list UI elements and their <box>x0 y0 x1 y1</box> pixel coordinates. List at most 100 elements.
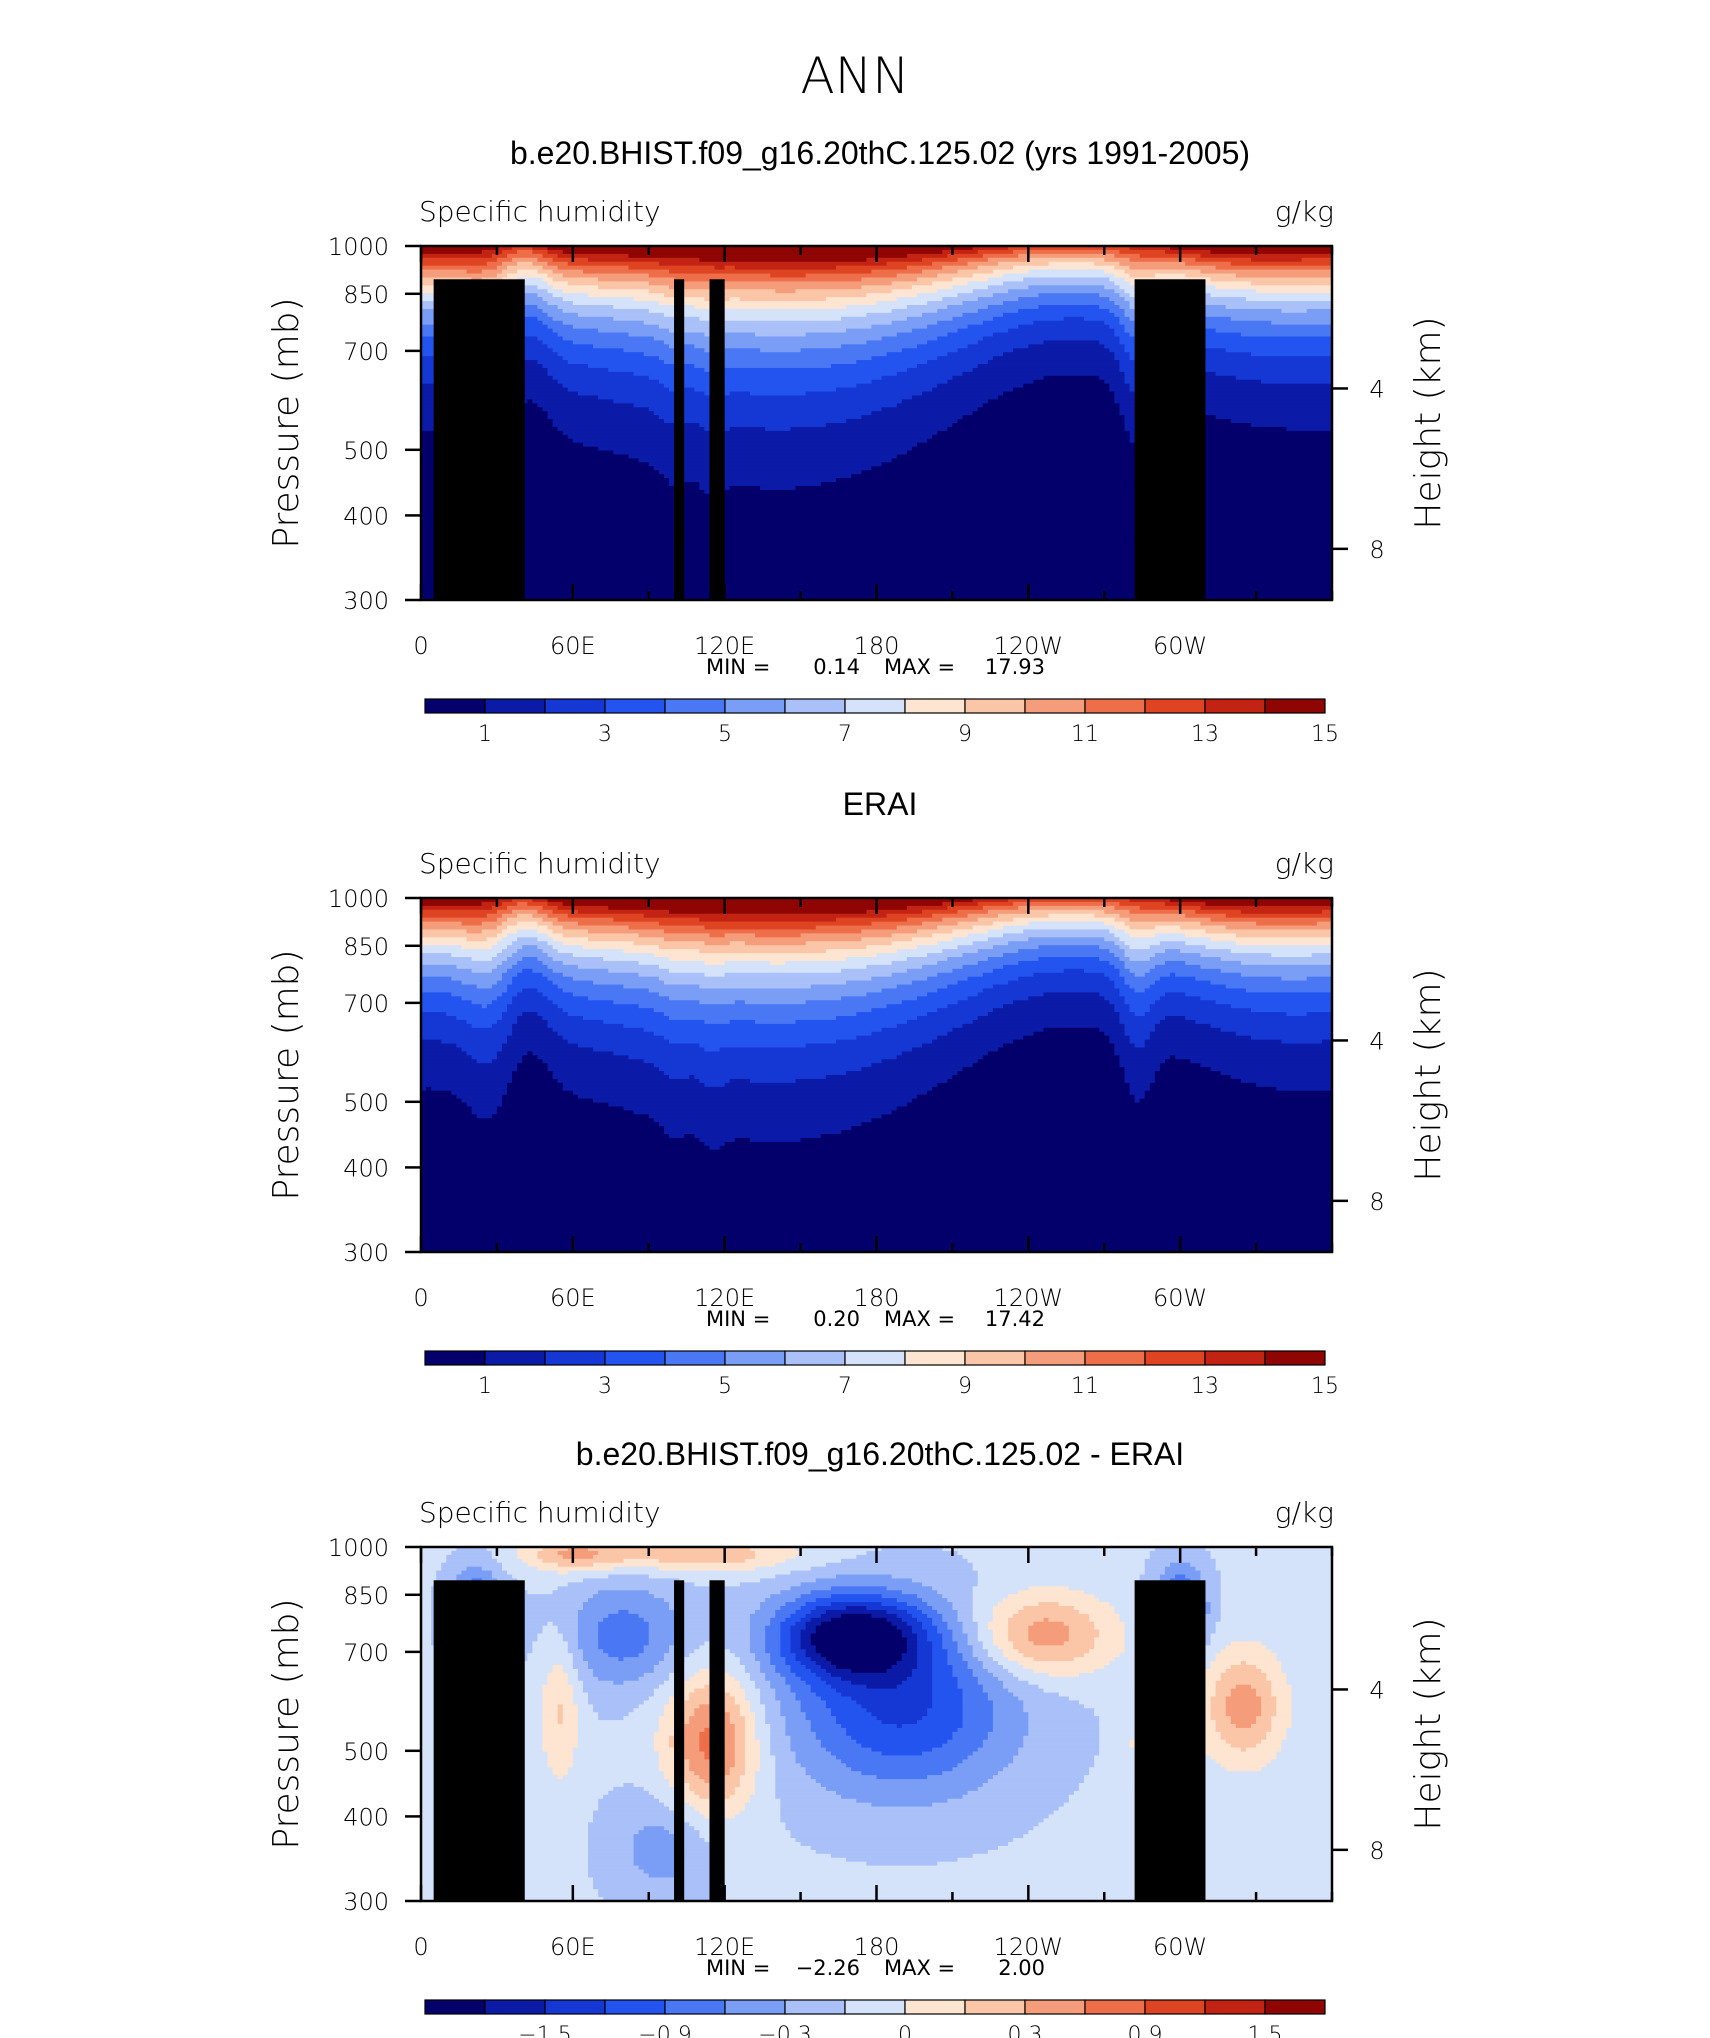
field-cell <box>795 1609 812 1615</box>
field-cell <box>896 925 938 931</box>
field-cell <box>755 1554 797 1560</box>
field-cell <box>1038 305 1100 310</box>
field-cell <box>522 305 538 310</box>
field-cell <box>1129 984 1151 990</box>
field-cell <box>517 1063 549 1068</box>
field-cell <box>760 1688 776 1694</box>
field-cell <box>547 1672 569 1678</box>
field-cell <box>517 261 533 267</box>
field-cell <box>922 1598 948 1603</box>
field-cell <box>982 1665 1004 1670</box>
field-cell <box>749 1649 766 1654</box>
field-cell <box>1008 941 1115 946</box>
field-cell <box>512 1071 554 1076</box>
field-cell <box>1205 344 1333 349</box>
field-cell <box>962 1067 1126 1072</box>
field-cell <box>486 1004 508 1009</box>
field-cell <box>810 1566 974 1572</box>
field-cell <box>689 1075 695 1080</box>
field-cell <box>481 921 503 927</box>
field-cell <box>542 1558 625 1564</box>
field-cell <box>987 277 1024 282</box>
field-cell <box>577 909 670 915</box>
field-cell <box>572 1759 660 1764</box>
field-cell <box>679 1794 700 1800</box>
field-cell <box>1185 1779 1333 1784</box>
field-cell <box>977 1676 999 1682</box>
field-cell <box>588 1692 655 1698</box>
field-cell <box>770 1680 786 1686</box>
field-cell <box>1281 1039 1323 1045</box>
field-cell <box>1028 1633 1070 1639</box>
field-cell <box>896 1106 1333 1111</box>
field-cell <box>638 933 711 938</box>
field-cell <box>547 249 564 255</box>
field-cell <box>1003 391 1115 397</box>
field-cell <box>638 1676 670 1682</box>
field-cell <box>668 1134 685 1139</box>
field-cell <box>922 257 959 263</box>
field-cell <box>491 462 650 467</box>
field-cell <box>836 1720 883 1725</box>
field-cell <box>1271 1649 1333 1654</box>
field-cell <box>734 1000 746 1005</box>
field-cell <box>1256 1743 1282 1749</box>
field-cell <box>593 1708 635 1713</box>
y-tick-label: 1000 <box>328 885 389 913</box>
field-cell <box>1124 1031 1151 1037</box>
field-cell <box>734 265 837 271</box>
field-cell <box>1003 964 1115 970</box>
field-cell <box>724 1708 741 1713</box>
field-cell <box>724 367 908 373</box>
field-cell <box>856 1798 948 1804</box>
field-cell <box>1119 1055 1171 1060</box>
field-cell <box>992 1609 1019 1615</box>
field-cell <box>643 1826 665 1831</box>
field-cell <box>577 1720 660 1725</box>
field-cell <box>755 1727 771 1733</box>
field-cell <box>643 1700 670 1705</box>
field-cell <box>820 1783 984 1788</box>
field-cell <box>582 1578 680 1583</box>
field-cell <box>871 466 1333 471</box>
field-cell <box>547 371 635 377</box>
field-cell <box>830 1602 883 1607</box>
field-cell <box>512 976 549 982</box>
field-cell <box>896 297 943 302</box>
field-cell <box>598 1798 660 1804</box>
field-cell <box>977 1747 1019 1753</box>
field-cell <box>775 1696 797 1701</box>
colorbar-swatch <box>424 1350 486 1366</box>
field-cell <box>1149 1082 1257 1088</box>
field-cell <box>1099 1724 1136 1729</box>
field-cell <box>744 1665 761 1670</box>
field-cell <box>836 1716 878 1721</box>
field-cell <box>547 898 974 903</box>
field-cell <box>1023 929 1110 934</box>
field-cell <box>537 909 554 915</box>
field-cell <box>1230 1692 1257 1698</box>
field-cell <box>957 1613 974 1619</box>
field-cell <box>886 1004 948 1009</box>
field-cell <box>1210 917 1333 923</box>
field-cell <box>977 1637 994 1642</box>
field-cell <box>421 537 1333 542</box>
field-cell <box>628 253 908 259</box>
field-cell <box>906 1102 1333 1108</box>
field-cell <box>552 1771 569 1776</box>
field-cell <box>896 1661 918 1666</box>
field-cell <box>1129 1008 1151 1013</box>
field-cell <box>547 1763 574 1768</box>
field-cell <box>674 1790 695 1796</box>
field-cell <box>841 968 908 974</box>
field-cell <box>1164 249 1212 255</box>
field-cell <box>1185 960 1242 966</box>
field-cell <box>517 960 544 966</box>
field-cell <box>861 285 913 290</box>
field-cell <box>507 1594 594 1599</box>
field-cell <box>901 1000 959 1005</box>
field-cell <box>663 293 867 298</box>
field-cell <box>532 1645 569 1650</box>
field-cell <box>1220 1578 1333 1583</box>
field-cell <box>542 340 574 345</box>
